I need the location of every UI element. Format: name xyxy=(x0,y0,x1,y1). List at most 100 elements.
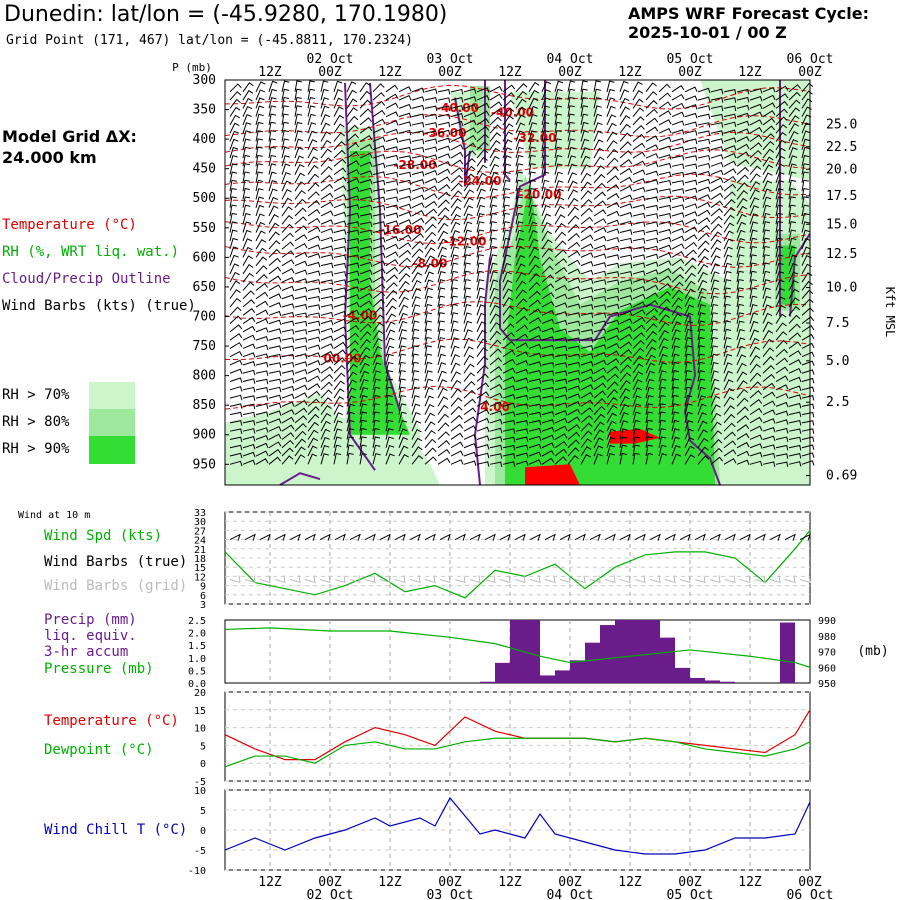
wind-barb xyxy=(645,307,659,316)
wind-barb xyxy=(541,154,549,167)
wind-barb xyxy=(580,164,591,175)
wind-barb xyxy=(281,232,294,242)
wind-barb xyxy=(476,180,487,192)
wind-barb xyxy=(736,287,744,299)
wind-barb xyxy=(801,130,811,142)
wind-barb xyxy=(476,204,486,217)
wind-barb xyxy=(372,268,386,275)
wind-barb xyxy=(775,139,787,151)
wind-barb xyxy=(723,396,735,407)
wind-barb xyxy=(762,212,771,225)
wind-barb xyxy=(385,289,398,300)
wind-barb xyxy=(437,238,448,250)
wind-barb xyxy=(411,279,422,291)
wind-barb xyxy=(398,420,408,432)
wind-barb xyxy=(242,246,253,258)
wind-barb xyxy=(645,284,659,291)
wind-barb xyxy=(372,354,382,366)
wind-barb xyxy=(411,272,423,283)
wind-barb xyxy=(528,113,538,126)
wind-barb xyxy=(294,242,308,250)
isotherm--12 xyxy=(224,245,811,268)
wind-barb xyxy=(528,343,542,350)
wind-barb xyxy=(229,306,242,316)
wind-barb xyxy=(749,407,763,416)
wind-barb xyxy=(762,400,776,407)
wind-barb xyxy=(450,337,460,349)
grid-dx-line2: 24.000 km xyxy=(2,148,97,167)
wind-barb xyxy=(515,289,527,300)
wind-barb xyxy=(710,395,721,407)
wind-barb xyxy=(255,458,269,465)
wind-barb xyxy=(645,436,653,448)
wind-barb xyxy=(463,88,477,94)
wind-barb xyxy=(723,199,736,209)
wind-barb xyxy=(450,345,460,357)
wind-barb-grid xyxy=(604,575,616,584)
wind-barb xyxy=(736,237,746,250)
wind-barb xyxy=(320,311,334,318)
wind-barb xyxy=(411,87,425,93)
wind-barb xyxy=(671,386,679,399)
wind-barb xyxy=(645,338,657,349)
isotherm--36 xyxy=(224,113,811,138)
wind-barb xyxy=(671,378,679,390)
wind-barb-true xyxy=(769,533,781,541)
wind-barb xyxy=(489,212,498,225)
wind-barb xyxy=(437,207,450,217)
wind-barb xyxy=(684,361,692,374)
wind-barb xyxy=(619,150,632,159)
wind-barb xyxy=(255,387,269,393)
wind-barb xyxy=(437,214,449,225)
wind-barb xyxy=(541,97,551,109)
precip-bar xyxy=(720,681,735,683)
wind-barb xyxy=(320,327,334,334)
wind-barb xyxy=(580,243,594,250)
wind-barb xyxy=(385,235,399,242)
wind-barb xyxy=(697,361,705,374)
wind-barb xyxy=(788,196,796,208)
wind-barb xyxy=(593,405,606,415)
wind-barb xyxy=(632,178,646,184)
wind-barb xyxy=(606,436,616,448)
wind-barb xyxy=(658,403,666,415)
wind-barb xyxy=(424,177,438,184)
wind-barb xyxy=(554,337,568,343)
wind-barb xyxy=(788,341,802,349)
isotherm-4 xyxy=(224,385,811,410)
wind-barb xyxy=(307,217,321,225)
wind-barb xyxy=(684,179,698,186)
wind-barb xyxy=(775,188,784,200)
top-time-label-9: 00Z xyxy=(798,65,822,80)
wind-barb xyxy=(346,142,360,151)
wind-barb xyxy=(710,287,719,299)
wind-barb-grid xyxy=(244,575,256,584)
wind-barb xyxy=(359,452,368,465)
wind-barb xyxy=(801,280,813,291)
wind-barb xyxy=(619,333,633,341)
wind-barb xyxy=(671,250,685,258)
wind-barb xyxy=(775,348,788,358)
wind-barb xyxy=(554,113,562,126)
wind-barb xyxy=(463,213,473,225)
wind-barb xyxy=(229,297,242,308)
wind-barb xyxy=(229,403,243,409)
wind-barb xyxy=(567,401,581,407)
wind-barb xyxy=(268,196,279,208)
wind-barb xyxy=(333,364,346,374)
wind-barb xyxy=(567,329,581,335)
wind-barb xyxy=(385,154,399,161)
wind-barb xyxy=(788,163,797,175)
wind-barb xyxy=(489,124,502,134)
wind-barb xyxy=(736,159,750,167)
wind-barb xyxy=(255,121,264,134)
wind-barb xyxy=(372,100,386,109)
wind-barb xyxy=(801,444,815,450)
panel1-frame xyxy=(224,79,811,486)
wind-barb xyxy=(242,97,253,109)
wind-barb xyxy=(320,105,330,117)
wind-barb xyxy=(554,353,568,360)
wind-barb xyxy=(684,353,692,366)
wind-barb xyxy=(398,171,412,178)
wind-barb xyxy=(411,163,425,169)
